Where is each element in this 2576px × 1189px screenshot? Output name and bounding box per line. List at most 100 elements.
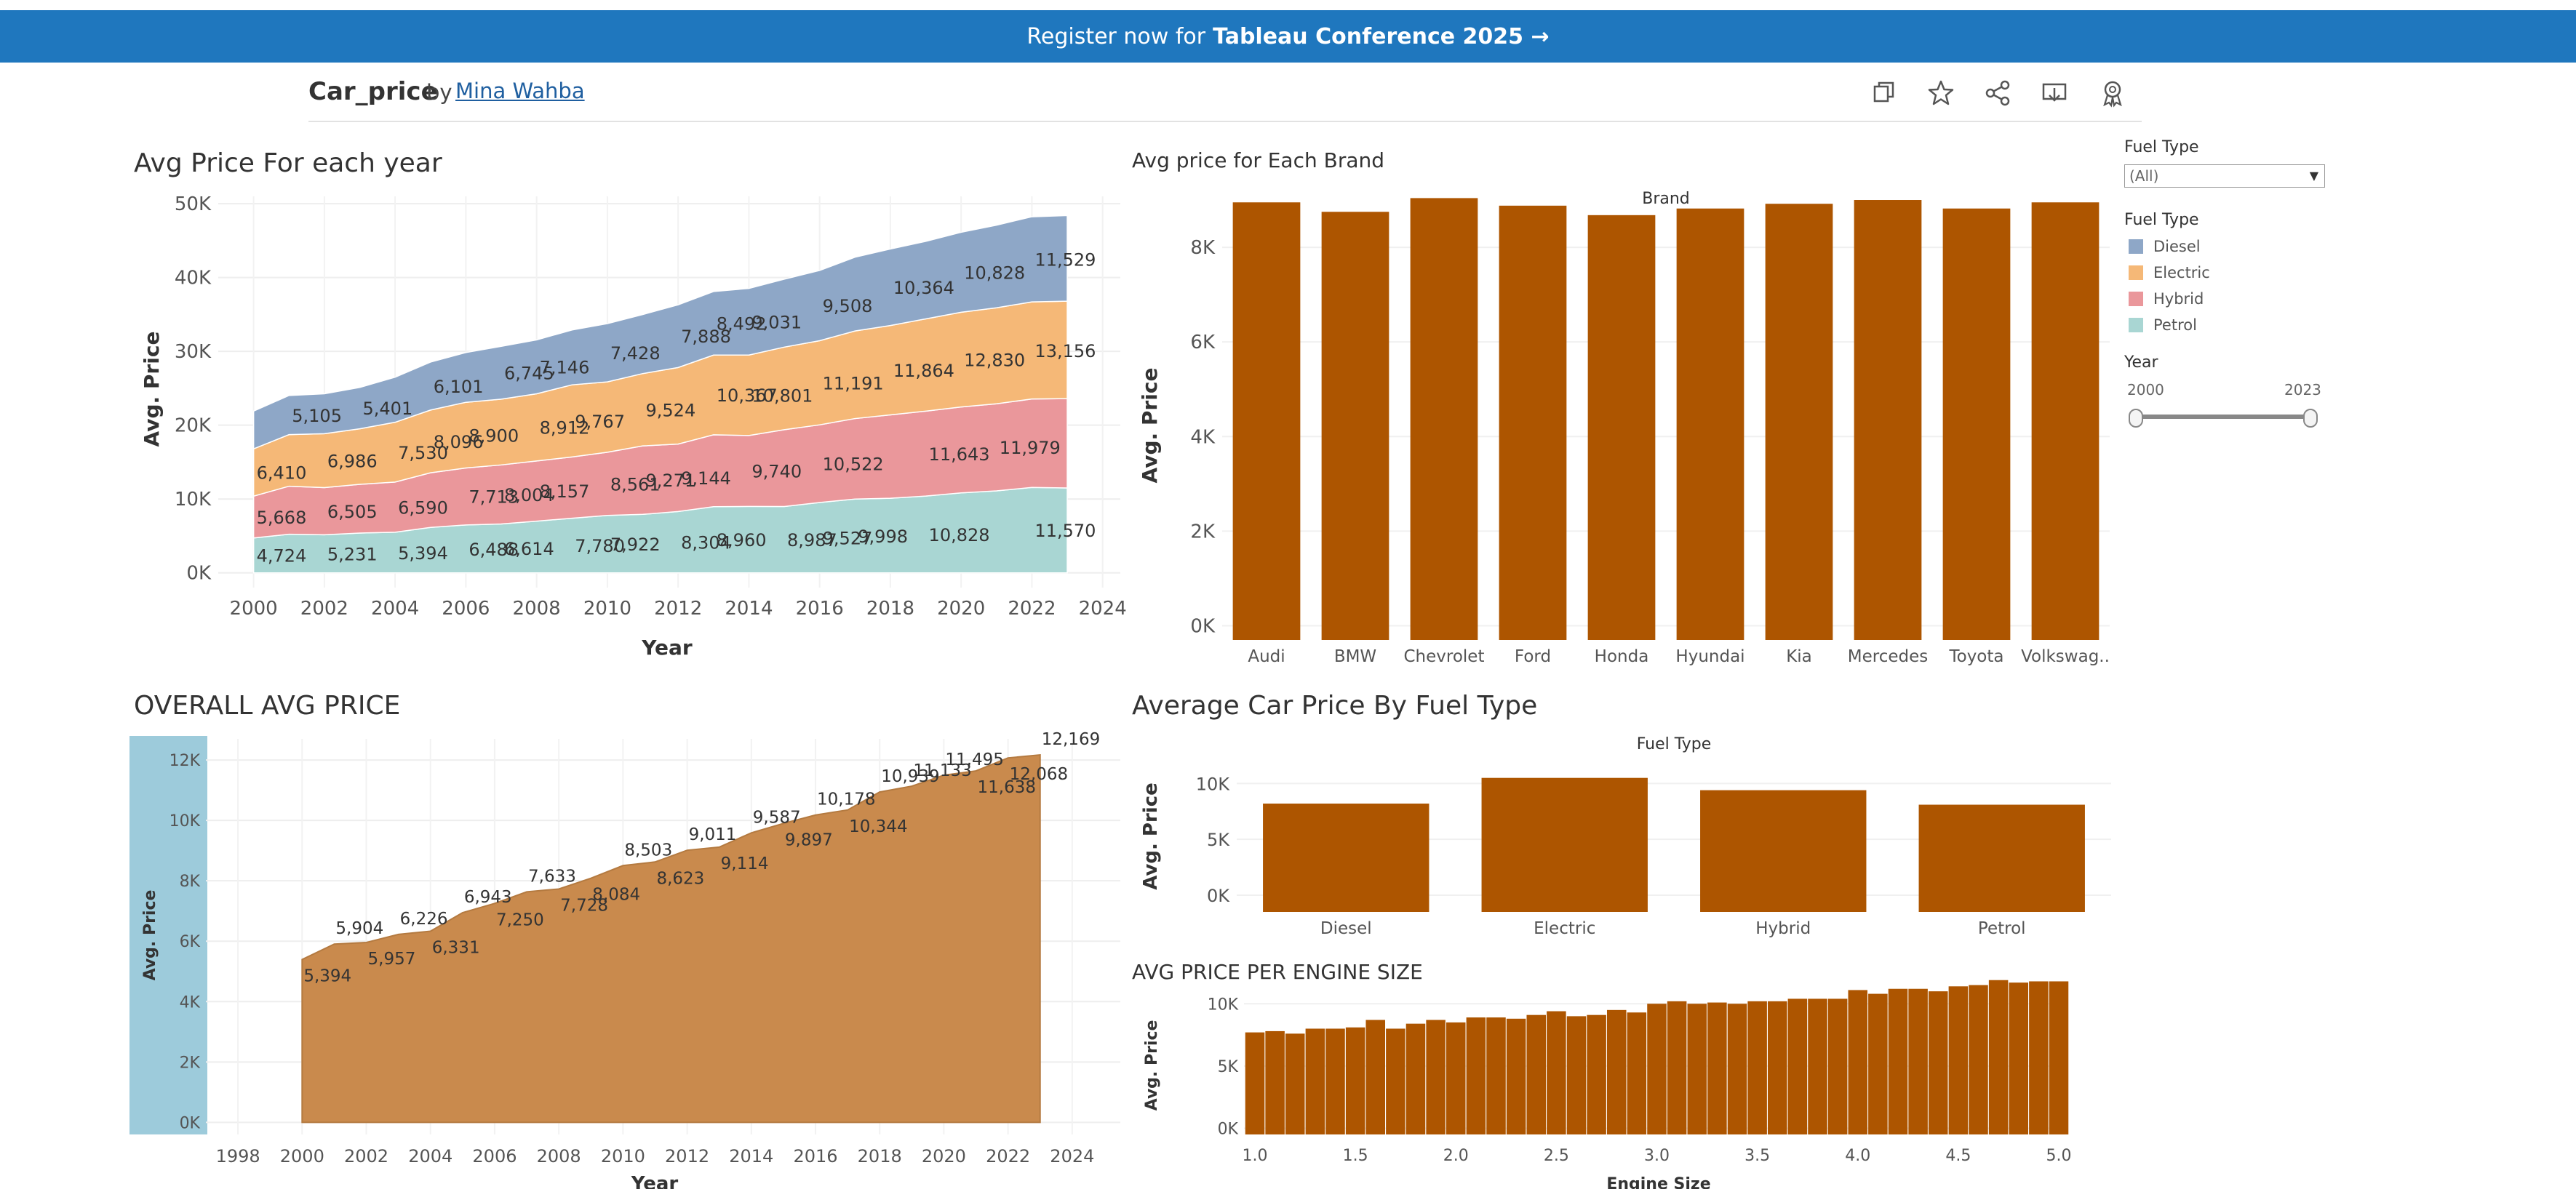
category-label: Toyota: [1948, 647, 2003, 666]
x-tick-label: 2010: [601, 1146, 645, 1166]
data-label: 8,561: [610, 474, 661, 495]
data-label: 6,943: [464, 888, 512, 907]
data-label: 9,740: [751, 462, 802, 482]
data-label: 10,344: [849, 817, 907, 836]
bar-mercedes: [1854, 200, 1922, 641]
year-slider-track[interactable]: [2136, 415, 2308, 419]
y-tick-label: 10K: [175, 489, 212, 511]
y-axis-title: Avg. Price: [141, 890, 159, 981]
data-label: 7,728: [560, 896, 608, 915]
favorite-star-icon[interactable]: [1926, 79, 1955, 108]
category-label: Ford: [1515, 647, 1551, 666]
data-label: 7,146: [540, 357, 590, 377]
chevron-down-icon: ▼: [2309, 169, 2318, 183]
data-label: 7,250: [496, 910, 544, 929]
bar-engine-size: [1486, 1017, 1506, 1134]
x-tick-label: 1.0: [1243, 1147, 1268, 1165]
data-label: 8,157: [540, 481, 590, 502]
y-tick-label: 50K: [175, 193, 212, 215]
data-label: 10,178: [817, 790, 875, 809]
y-tick-label: 10K: [1196, 774, 1231, 794]
download-icon[interactable]: [2040, 79, 2069, 108]
bar-engine-size: [1285, 1033, 1305, 1134]
bar-engine-size: [1627, 1012, 1647, 1134]
category-label: Diesel: [1320, 919, 1372, 938]
bar-engine-size: [1365, 1020, 1386, 1134]
data-label: 13,156: [1034, 341, 1096, 361]
data-label: 12,068: [1010, 765, 1068, 784]
bar-engine-size: [1466, 1017, 1486, 1134]
y-tick-label: 4K: [180, 993, 201, 1012]
data-label: 11,495: [945, 750, 1003, 769]
year-slider-min-handle[interactable]: [2129, 409, 2143, 428]
data-label: 11,864: [893, 361, 954, 381]
x-tick-label: 2020: [937, 598, 985, 620]
category-label: Hybrid: [1755, 919, 1811, 938]
y-tick-label: 0K: [1218, 1120, 1239, 1138]
legend-swatch: [2129, 265, 2143, 280]
data-label: 7,888: [681, 327, 731, 347]
share-icon[interactable]: [1983, 79, 2012, 108]
badge-icon[interactable]: [2098, 79, 2127, 108]
promo-banner[interactable]: Register now for Tableau Conference 2025…: [0, 10, 2576, 63]
legend-item-diesel[interactable]: Diesel: [2129, 237, 2201, 256]
data-label: 9,998: [858, 527, 908, 547]
y-tick-label: 0K: [1207, 886, 1230, 906]
bar-engine-size: [1908, 988, 1928, 1134]
data-label: 6,986: [327, 451, 378, 471]
data-label: 8,492: [717, 314, 767, 335]
data-label: 7,713: [468, 487, 519, 508]
category-label: Honda: [1595, 647, 1649, 666]
duplicate-icon[interactable]: [1870, 79, 1899, 108]
y-axis-band: [129, 736, 207, 1134]
x-tick-label: 2014: [725, 598, 773, 620]
year-slider-max-handle[interactable]: [2303, 409, 2318, 428]
bar-engine-size: [1988, 980, 2009, 1134]
data-label: 8,004: [504, 485, 554, 505]
bar-engine-size: [1506, 1018, 1526, 1134]
category-label: Electric: [1534, 919, 1595, 938]
y-axis-title: Avg. Price: [1143, 1020, 1161, 1111]
bar-engine-size: [1848, 990, 1868, 1134]
bar-engine-size: [1808, 998, 1827, 1134]
data-label: 6,101: [434, 377, 484, 397]
legend-item-hybrid[interactable]: Hybrid: [2129, 289, 2204, 308]
x-tick-label: 1.5: [1343, 1147, 1368, 1165]
y-tick-label: 6K: [180, 933, 201, 951]
data-label: 6,745: [504, 364, 554, 384]
data-label: 9,271: [646, 471, 696, 491]
legend-label: Electric: [2153, 264, 2210, 281]
bar-audi: [1232, 202, 1301, 640]
overall-avg-price-title: OVERALL AVG PRICE: [134, 691, 401, 721]
data-label: 7,633: [528, 867, 576, 886]
legend-label: Diesel: [2153, 238, 2201, 255]
x-tick-label: 4.0: [1845, 1147, 1870, 1165]
data-label: 7,428: [610, 343, 661, 364]
y-tick-label: 2K: [180, 1054, 201, 1072]
x-tick-label: 2010: [583, 598, 631, 620]
legend-item-petrol[interactable]: Petrol: [2129, 316, 2197, 335]
data-label: 5,231: [327, 545, 378, 565]
banner-highlight[interactable]: Tableau Conference 2025 →: [1213, 23, 1550, 49]
bar-hybrid: [1700, 790, 1867, 912]
data-label: 5,904: [335, 919, 383, 938]
bar-engine-size: [1647, 1004, 1667, 1134]
data-label: 8,503: [624, 841, 672, 860]
year-min-label: 2000: [2127, 381, 2164, 399]
data-label: 7,780: [575, 536, 625, 556]
data-label: 9,114: [721, 854, 769, 873]
author-link[interactable]: Mina Wahba: [455, 79, 585, 103]
fuel-type-dropdown-value: (All): [2129, 167, 2159, 185]
banner-prefix: Register now for: [1026, 23, 1206, 49]
fuel-type-dropdown[interactable]: (All) ▼: [2124, 164, 2325, 188]
data-label: 8,304: [681, 533, 731, 553]
data-label: 6,410: [257, 463, 307, 484]
bar-engine-size: [1245, 1032, 1265, 1134]
y-tick-label: 12K: [170, 752, 201, 770]
legend-item-electric[interactable]: Electric: [2129, 263, 2210, 282]
x-tick-label: 2022: [1008, 598, 1056, 620]
data-label: 10,367: [717, 385, 778, 406]
x-tick-label: 2002: [300, 598, 348, 620]
bar-engine-size: [1868, 993, 1888, 1134]
x-tick-label: 2008: [513, 598, 561, 620]
